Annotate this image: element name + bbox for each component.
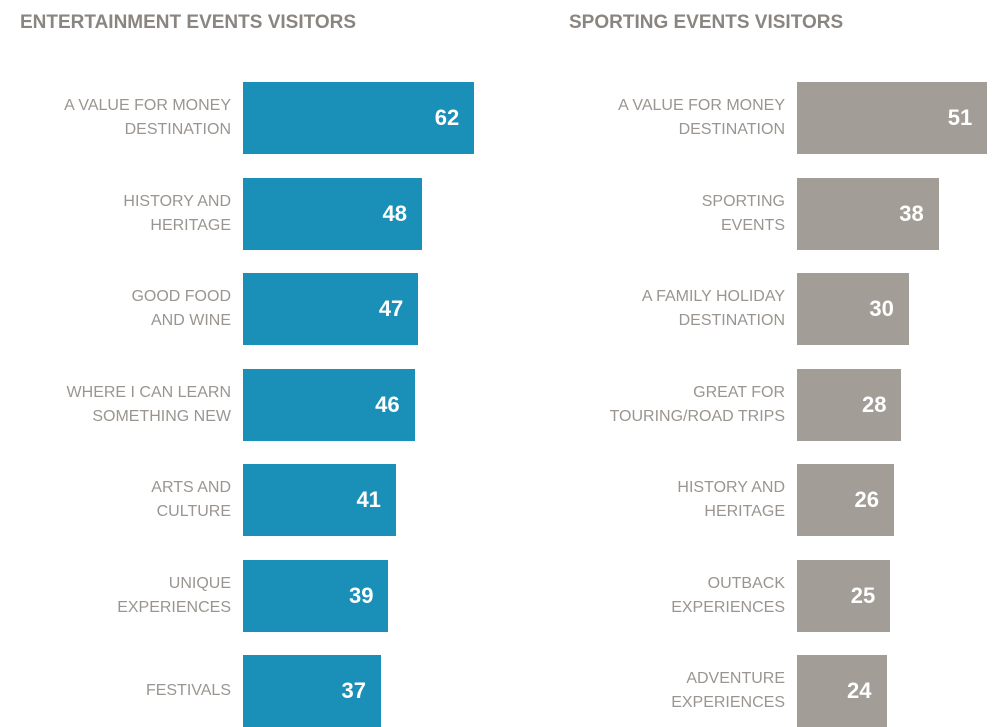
bar	[797, 559, 891, 632]
value-label: 51	[947, 105, 973, 130]
value-label: 41	[356, 487, 381, 512]
bar	[243, 273, 419, 345]
bar	[243, 177, 423, 250]
category-label: FESTIVALS	[145, 682, 231, 699]
category-label: SPORTING EVENTS	[701, 192, 785, 234]
bar	[243, 82, 475, 154]
value-label: 48	[382, 200, 408, 226]
category-label: A FAMILY HOLIDAY DESTINATION	[641, 288, 785, 329]
category-label: A VALUE FOR MONEY DESTINATION	[64, 97, 231, 138]
value-label: 30	[869, 296, 894, 321]
category-label: HISTORY AND HERITAGE	[677, 479, 785, 520]
category-label: ADVENTURE EXPERIENCES	[671, 670, 785, 711]
value-label: 28	[861, 391, 887, 417]
value-label: 47	[378, 296, 404, 321]
bar	[797, 464, 894, 536]
bar	[243, 464, 396, 536]
value-label: 46	[375, 391, 400, 417]
category-label: UNIQUE EXPERIENCES	[117, 574, 231, 616]
bar	[243, 655, 381, 727]
category-label: WHERE I CAN LEARN SOMETHING NEW	[66, 383, 231, 425]
value-label: 39	[348, 582, 374, 608]
value-label: 38	[899, 200, 924, 226]
bar	[797, 368, 902, 441]
chart-title: SPORTING EVENTS VISITORS	[569, 12, 844, 33]
category-label: ARTS AND CULTURE	[151, 479, 231, 520]
value-label: 25	[850, 582, 876, 608]
value-label: 62	[434, 105, 460, 130]
bar	[243, 559, 389, 632]
value-label: 37	[341, 678, 366, 703]
value-label: 24	[847, 678, 872, 703]
bar	[797, 273, 909, 345]
category-label: A VALUE FOR MONEY DESTINATION	[618, 97, 785, 138]
bar	[797, 82, 988, 154]
category-label: HISTORY AND HERITAGE	[123, 192, 231, 234]
bar	[797, 177, 939, 250]
category-label: GREAT FOR TOURING/ROAD TRIPS	[609, 383, 785, 425]
category-label: OUTBACK EXPERIENCES	[671, 574, 785, 616]
chart-title: ENTERTAINMENT EVENTS VISITORS	[20, 12, 357, 33]
value-label: 26	[854, 487, 879, 512]
bar	[243, 368, 415, 441]
bar	[797, 655, 887, 727]
category-label: GOOD FOOD AND WINE	[131, 288, 231, 329]
